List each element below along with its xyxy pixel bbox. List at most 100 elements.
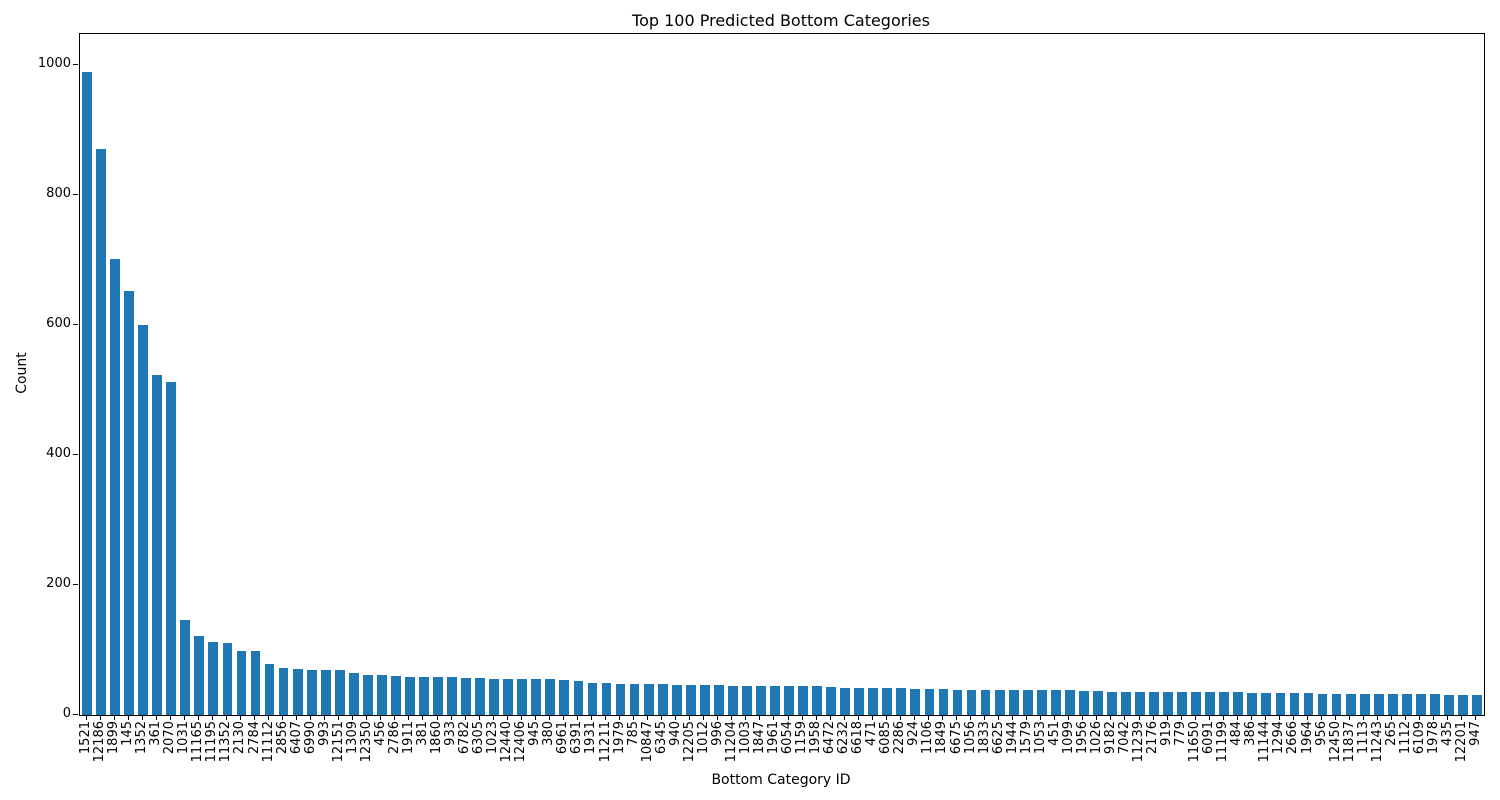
x-tick-mark [1447,715,1449,720]
bar-category-6085 [882,688,893,715]
x-tick-label: 2176 [1145,721,1161,755]
x-tick-mark [1236,715,1238,720]
x-tick-mark [1391,715,1393,720]
bar-category-6345 [657,684,668,715]
bar-category-7042 [1121,691,1131,715]
bar-category-6391 [573,680,584,715]
x-tick-label: 1099 [1060,721,1076,755]
bar-category-11112 [264,664,275,715]
x-tick-mark [590,715,592,720]
x-tick-label: 1012 [695,721,711,755]
bar-category-11837 [1345,693,1356,715]
x-tick-mark [703,715,705,720]
x-axis-label: Bottom Category ID [711,772,851,788]
bar-category-1860 [433,677,443,715]
x-tick-mark [85,715,87,720]
bar-category-381 [419,677,429,715]
bar-category-1958 [812,686,822,715]
bar-category-12201 [1458,694,1468,715]
bar-category-6618 [854,687,865,715]
x-tick-mark [633,715,635,720]
x-tick-mark [1166,715,1168,720]
bar-category-12440 [503,678,514,715]
x-tick-label: 1833 [976,721,992,755]
x-tick-label: 10847 [639,721,655,763]
x-tick-mark [731,715,733,720]
x-tick-mark [282,715,284,720]
bar-category-1026 [1092,690,1103,715]
bar-category-1106 [924,689,935,715]
x-tick-mark [829,715,831,720]
x-tick-mark [1278,715,1280,720]
x-tick-label: 993 [316,721,332,746]
x-tick-mark [647,715,649,720]
bar-category-265 [1387,694,1398,715]
bar-category-785 [629,683,640,715]
x-tick-label: 12350 [358,721,374,763]
x-tick-mark [506,715,508,720]
bar-category-6990 [306,669,317,715]
x-tick-mark [605,715,606,720]
x-tick-mark [1054,715,1056,720]
bar-category-1056 [966,689,977,715]
x-tick-mark [127,715,129,720]
x-tick-mark [394,715,396,720]
x-tick-mark [801,715,803,720]
x-tick-label: 1003 [737,721,753,755]
y-tick-mark [73,323,78,325]
bar-category-10847 [643,684,654,715]
x-tick-label: 1978 [1425,721,1441,755]
bar-category-919 [1163,691,1173,715]
x-tick-mark [1222,715,1224,720]
bar-category-956 [1317,693,1328,715]
x-tick-mark [520,715,522,720]
bar-category-1978 [1429,694,1440,715]
bar-category-6305 [475,677,486,715]
x-tick-mark [984,715,986,720]
bar-category-6782 [461,677,471,715]
x-tick-label: 6054 [780,721,796,755]
x-tick-mark [155,715,157,720]
x-tick-label: 12205 [681,721,697,763]
bar-category-1961 [770,685,780,715]
x-tick-mark [843,715,845,720]
bar-category-11352 [222,642,233,715]
x-tick-label: 1911 [400,721,416,755]
bar-category-12406 [517,678,528,715]
bar-category-11165 [194,635,205,715]
x-tick-mark [717,715,719,720]
bar-category-947 [1472,694,1482,715]
x-tick-mark [225,715,227,720]
x-tick-mark [211,715,213,720]
bar-category-1053 [1036,690,1047,715]
bar-category-386 [1247,692,1258,715]
x-tick-mark [1363,715,1365,720]
bar-category-1899 [110,258,120,715]
x-tick-label: 1056 [962,721,978,755]
x-tick-mark [857,715,859,720]
x-tick-label: 2786 [386,721,402,755]
x-tick-label: 2130 [232,721,248,755]
bar-category-1294 [1275,692,1286,715]
x-tick-mark [1349,715,1351,720]
x-tick-label: 1849 [934,721,950,755]
x-tick-mark [197,715,199,720]
x-tick-label: 1961 [765,721,781,755]
x-tick-mark [1433,715,1435,720]
x-tick-label: 1026 [1088,721,1104,755]
x-tick-label: 2784 [246,721,262,755]
x-tick-mark [296,715,298,720]
x-tick-mark [1250,715,1252,720]
bar-category-1309 [348,673,359,715]
bar-category-12186 [96,149,106,715]
x-tick-label: 12450 [1327,721,1343,763]
x-tick-mark [1012,715,1014,720]
bar-category-2856 [278,668,289,715]
bar-category-12205 [685,685,696,715]
x-tick-mark [1461,715,1463,720]
bar-category-2130 [236,650,247,715]
bar-category-1833 [980,689,991,715]
x-tick-mark [1040,715,1042,720]
x-tick-label: 11837 [1341,721,1357,763]
x-tick-label: 6345 [653,721,669,755]
